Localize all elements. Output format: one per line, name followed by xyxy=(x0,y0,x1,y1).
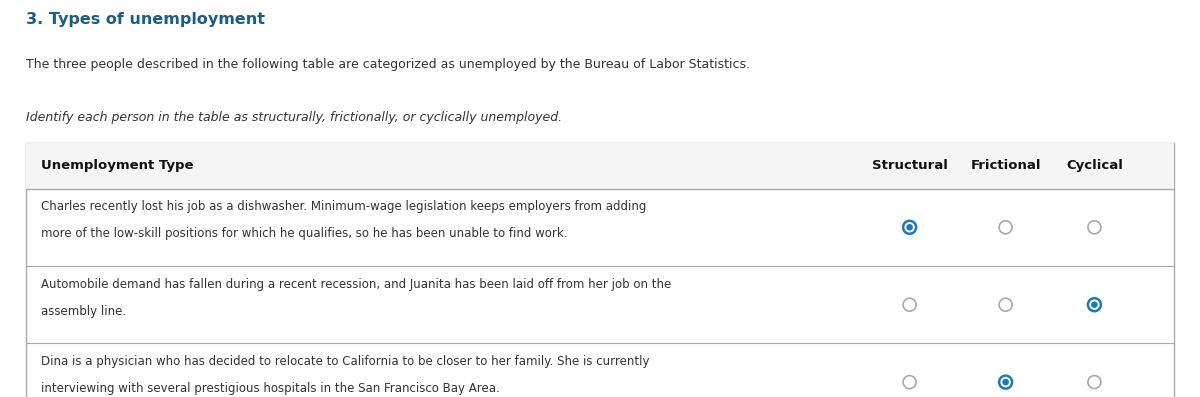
Text: Dina is a physician who has decided to relocate to California to be closer to he: Dina is a physician who has decided to r… xyxy=(41,355,649,368)
Text: Charles recently lost his job as a dishwasher. Minimum-wage legislation keeps em: Charles recently lost his job as a dishw… xyxy=(41,200,646,214)
Text: Frictional: Frictional xyxy=(971,159,1040,172)
Text: Structural: Structural xyxy=(871,159,948,172)
Text: Identify each person in the table as structurally, frictionally, or cyclically u: Identify each person in the table as str… xyxy=(26,111,563,124)
Text: The three people described in the following table are categorized as unemployed : The three people described in the follow… xyxy=(26,58,750,71)
Text: interviewing with several prestigious hospitals in the San Francisco Bay Area.: interviewing with several prestigious ho… xyxy=(41,382,499,395)
Text: Automobile demand has fallen during a recent recession, and Juanita has been lai: Automobile demand has fallen during a re… xyxy=(41,278,671,291)
Text: 3. Types of unemployment: 3. Types of unemployment xyxy=(26,12,265,27)
Text: Cyclical: Cyclical xyxy=(1066,159,1123,172)
Text: Unemployment Type: Unemployment Type xyxy=(41,159,193,172)
Text: assembly line.: assembly line. xyxy=(41,305,126,318)
Text: more of the low-skill positions for which he qualifies, so he has been unable to: more of the low-skill positions for whic… xyxy=(41,227,568,241)
